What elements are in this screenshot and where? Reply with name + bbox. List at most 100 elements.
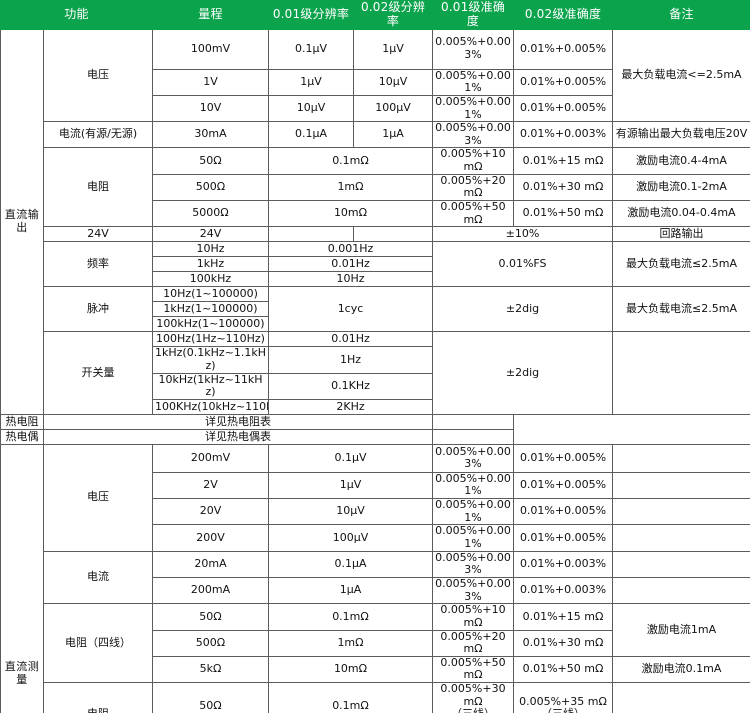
cell-accuracy-002: 0.01%+0.003% [513, 576, 613, 605]
table-row: 24V 24V ±10% 回路输出 [1, 226, 750, 243]
cell-resolution-001: 1μV [268, 68, 354, 96]
cell-range: 1kHz [152, 256, 269, 273]
table-row: 开关量 100Hz(1Hz~110Hz) 0.01Hz ±2dig [1, 331, 750, 415]
section-label-dc-measure: 直流测量 [0, 443, 44, 713]
cell-accuracy: ±2dig [432, 286, 613, 333]
cell-accuracy-002: 0.01%+0.005% [513, 498, 613, 526]
cell-accuracy-001: 0.005%+0.001% [432, 68, 514, 96]
function-label-dc-output-resistance: 电阻 [43, 147, 153, 228]
table-row: 5kΩ 10mΩ 0.005%+50 mΩ 0.01%+50 mΩ 激励电流0.… [1, 655, 750, 684]
cell-range: 10V [152, 94, 269, 123]
header-row: 功能 量程 0.01级分辨率 0.02级分辨率 0.01级准确度 0.02级准确… [0, 0, 750, 30]
cell-resolution: 10Hz [268, 271, 433, 288]
function-label-dc-output-frequency: 频率 [43, 241, 153, 288]
cell-accuracy-002: 0.005%+35 mΩ （三线） 0.005%+60 mΩ （二线） [513, 682, 613, 713]
cell-remark: 有源输出最大负载电压20V [612, 121, 750, 149]
cell-remark: 回路输出 [612, 226, 750, 243]
cell-remark: 激励电流0.04-0.4mA [612, 199, 750, 228]
table-row: 200mA 1μA 0.005%+0.003% 0.01%+0.003% [1, 576, 750, 605]
table-row: 20V 10μV 0.005%+0.001% 0.01%+0.005% [1, 498, 750, 526]
cell-remark: 最大负载电流≤2.5mA [612, 286, 750, 333]
table-row: 1kHz 0.01Hz [1, 256, 750, 273]
cell-remark: 最大负载电流<=2.5mA [612, 28, 750, 123]
cell-range: 200V [152, 524, 269, 552]
cell-range: 10Hz [152, 241, 269, 258]
cell-resolution: 0.1KHz [268, 372, 433, 400]
cell-resolution: 10mΩ [268, 655, 433, 684]
function-label-dc-output-24v: 24V [43, 226, 153, 243]
cell-range: 20mA [152, 550, 269, 578]
cell-range: 200mA [152, 576, 269, 605]
cell-resolution: 1cyc [268, 286, 433, 333]
cell-remark [612, 331, 750, 415]
cell-resolution: 0.1μV [268, 443, 433, 473]
cell-remark [432, 413, 514, 430]
cell-resolution-001: 0.1μV [268, 28, 354, 70]
cell-range: 2V [152, 471, 269, 500]
cell-accuracy-002: 0.01%+0.005% [513, 94, 613, 123]
cell-resolution-002: 10μV [353, 68, 433, 96]
cell-accuracy: ±10% [432, 226, 613, 243]
header-resolution-001: 0.01级分辨率 [268, 0, 354, 30]
table-row: 电阻 （二三线） 50Ω 0.1mΩ 0.005%+30 mΩ （三线） 0.0… [1, 682, 750, 713]
cell-rtd-reference: 详见热电阻表 [43, 413, 433, 430]
cell-accuracy-002: 0.01%+0.005% [513, 28, 613, 70]
cell-accuracy-001: 0.005%+0.001% [432, 524, 514, 552]
table-row: 直流输出 电压 100mV 0.1μV 1μV 0.005%+0.003% 0.… [0, 28, 750, 415]
resistance-23wire-label-line1: 电阻 [46, 708, 150, 713]
cell-range: 50Ω [152, 603, 269, 631]
function-label-dc-output-switch: 开关量 [43, 331, 153, 415]
table-row: 500Ω 1mΩ 0.005%+20 mΩ 0.01%+30 mΩ [1, 629, 750, 657]
cell-resolution-002: 100μV [353, 94, 433, 123]
cell-accuracy-002: 0.01%+15 mΩ [513, 147, 613, 175]
cell-resolution: 1mΩ [268, 173, 433, 202]
cell-range: 100mV [152, 28, 269, 70]
cell-remark: 激励电流0.4-4mA [612, 147, 750, 175]
cell-range: 1kHz(0.1kHz~1.1kHz) [152, 346, 269, 374]
cell-resolution-002: 1μA [353, 121, 433, 149]
table-row: 热电阻 详见热电阻表 [0, 413, 750, 430]
cell-accuracy-001: 0.005%+0.001% [432, 94, 514, 123]
cell-remark: 激励电流0.1mA [612, 655, 750, 684]
table-row: 5000Ω 10mΩ 0.005%+50 mΩ 0.01%+50 mΩ 激励电流… [1, 199, 750, 228]
cell-resolution: 10μV [268, 498, 433, 526]
cell-accuracy-002: 0.01%+50 mΩ [513, 655, 613, 684]
function-label-dc-output-voltage: 电压 [43, 28, 153, 123]
header-remark: 备注 [612, 0, 750, 30]
function-label-dc-measure-current: 电流 [43, 550, 153, 605]
cell-accuracy-001: 0.005%+0.003% [432, 443, 514, 473]
cell-resolution-002: 1μV [353, 28, 433, 70]
table-header: 功能 量程 0.01级分辨率 0.02级分辨率 0.01级准确度 0.02级准确… [0, 0, 750, 30]
cell-resolution-001 [268, 226, 354, 243]
table-row: 2V 1μV 0.005%+0.001% 0.01%+0.005% [1, 471, 750, 500]
cell-accuracy-001: 0.005%+10 mΩ [432, 147, 514, 175]
cell-tc-reference: 详见热电偶表 [43, 428, 433, 445]
cell-accuracy-002: 0.01%+30 mΩ [513, 173, 613, 202]
cell-accuracy-002: 0.01%+0.005% [513, 524, 613, 552]
cell-accuracy-001: 0.005%+0.001% [432, 498, 514, 526]
cell-accuracy-001: 0.005%+20 mΩ [432, 629, 514, 657]
cell-accuracy-001: 0.005%+0.003% [432, 576, 514, 605]
cell-remark [612, 443, 750, 473]
header-accuracy-002: 0.02级准确度 [513, 0, 613, 30]
table-row: 10kHz(1kHz~11kHz) 0.1KHz [1, 372, 750, 400]
cell-accuracy-002: 0.01%+30 mΩ [513, 629, 613, 657]
cell-range: 10kHz(1kHz~11kHz) [152, 372, 269, 400]
cell-remark [612, 471, 750, 500]
cell-range: 10Hz(1~100000) [152, 286, 269, 303]
cell-accuracy-001: 0.005%+0.003% [432, 550, 514, 578]
cell-range: 100kHz(1~100000) [152, 316, 269, 333]
cell-accuracy-001: 0.005%+0.003% [432, 121, 514, 149]
table-row: 1kHz(0.1kHz~1.1kHz) 1Hz [1, 346, 750, 374]
cell-remark [612, 498, 750, 526]
function-label-dc-measure-resistance-4wire: 电阻（四线） [43, 603, 153, 684]
cell-accuracy-002: 0.01%+15 mΩ [513, 603, 613, 631]
cell-remark: 激励电流1mA [612, 682, 750, 713]
cell-range: 5kΩ [152, 655, 269, 684]
cell-accuracy-002: 0.01%+0.005% [513, 68, 613, 96]
cell-range: 30mA [152, 121, 269, 149]
cell-remark [612, 524, 750, 552]
header-function: 功能 [0, 0, 153, 30]
cell-resolution-001: 10μV [268, 94, 354, 123]
